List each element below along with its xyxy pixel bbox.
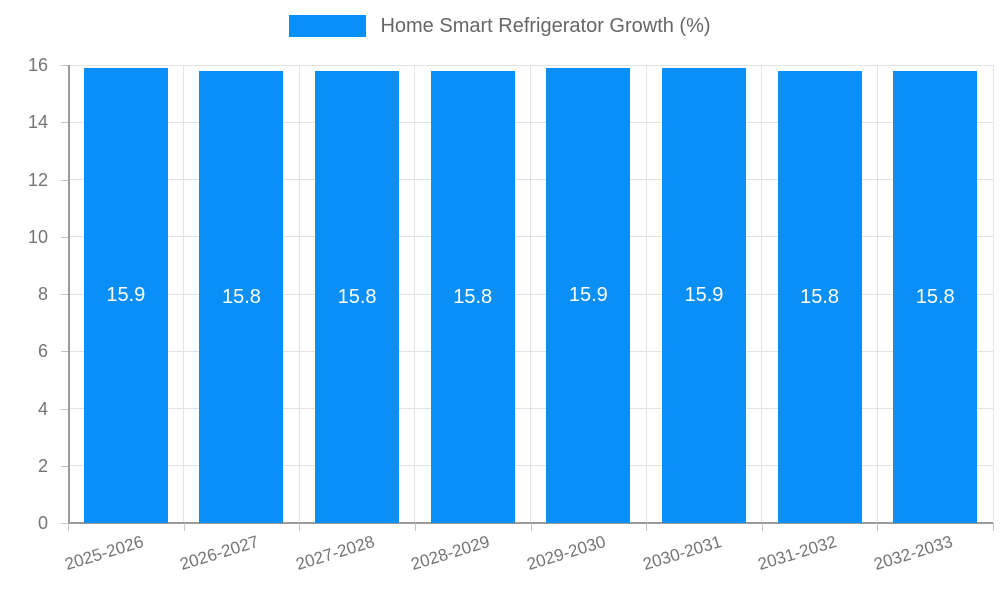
x-tick-mark [877, 523, 879, 531]
legend-label: Home Smart Refrigerator Growth (%) [380, 15, 711, 37]
x-tick-label: 2032-2033 [871, 532, 955, 574]
y-tick-label: 2 [37, 455, 48, 476]
y-tick-label: 8 [37, 284, 48, 304]
y-tick-mark [61, 65, 68, 66]
gridline-vertical [876, 65, 878, 523]
bar[interactable] [893, 70, 978, 523]
y-tick-label: 0 [37, 513, 48, 533]
y-tick-label: 10 [27, 226, 48, 247]
bar[interactable] [199, 70, 284, 523]
y-tick-label: 12 [27, 169, 48, 190]
y-tick-mark [61, 294, 68, 295]
y-tick-mark [61, 236, 68, 238]
x-tick-mark [993, 523, 994, 531]
bar[interactable] [777, 70, 862, 523]
y-tick-mark [61, 179, 68, 181]
gridline-vertical [298, 65, 300, 523]
y-tick-mark [61, 122, 68, 124]
y-tick-mark [61, 523, 68, 524]
x-tick-label: 2025-2026 [62, 532, 146, 574]
y-tick-mark [61, 465, 68, 467]
x-tick-mark [183, 523, 185, 531]
bar-value-label: 15.9 [568, 284, 608, 307]
y-tick-mark [61, 351, 68, 353]
y-tick-label: 4 [37, 398, 48, 419]
gridline-vertical [530, 65, 531, 523]
y-tick-mark [61, 408, 68, 410]
bar-value-label: 15.8 [453, 285, 493, 308]
x-tick-mark [68, 523, 69, 531]
gridline-vertical [183, 65, 185, 523]
bar[interactable] [315, 70, 400, 523]
bar[interactable] [83, 67, 168, 523]
legend[interactable]: Home Smart Refrigerator Growth (%) [0, 14, 1000, 38]
bar-value-label: 15.8 [800, 285, 840, 308]
x-tick-label: 2030-2031 [640, 532, 724, 574]
y-tick-label: 6 [37, 341, 48, 362]
x-tick-mark [761, 523, 763, 531]
bar-value-label: 15.8 [337, 285, 377, 308]
gridline-vertical [414, 65, 416, 523]
bar-value-label: 15.9 [684, 284, 724, 307]
bar-value-label: 15.9 [106, 284, 146, 307]
x-tick-label: 2026-2027 [177, 532, 261, 574]
x-tick-label: 2027-2028 [293, 532, 377, 574]
bar-value-label: 15.8 [221, 285, 261, 308]
y-tick-label: 16 [27, 55, 48, 75]
x-tick-label: 2029-2030 [524, 532, 608, 574]
x-tick-mark [414, 523, 416, 531]
x-tick-mark [299, 523, 301, 531]
bar[interactable] [546, 67, 631, 523]
gridline-vertical [992, 65, 994, 523]
x-tick-mark [646, 523, 648, 531]
x-tick-label: 2031-2032 [755, 532, 840, 574]
plot-area: 15.9 15.8 15.8 15.8 15.9 15.9 15.8 15.8 [68, 64, 994, 524]
x-tick-mark [530, 523, 532, 531]
gridline-vertical [761, 65, 763, 523]
bar[interactable] [430, 70, 515, 523]
legend-swatch [289, 15, 367, 37]
y-axis-line [68, 65, 70, 523]
x-tick-label: 2028-2029 [408, 532, 493, 574]
bar[interactable] [661, 67, 746, 523]
gridline-vertical [645, 65, 647, 523]
y-tick-label: 14 [27, 112, 48, 133]
bar-value-label: 15.8 [915, 285, 955, 308]
